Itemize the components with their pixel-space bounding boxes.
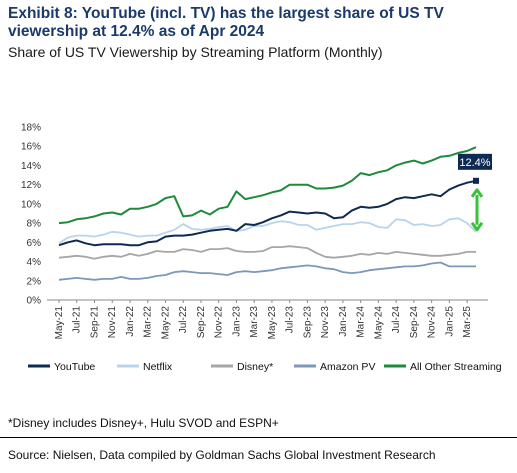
x-tick-label: Jul-21 bbox=[72, 306, 83, 334]
x-tick-label: Jul-22 bbox=[178, 306, 189, 334]
annotation-marker bbox=[473, 177, 479, 184]
legend-label-other: All Other Streaming bbox=[410, 361, 502, 373]
footnote: *Disney includes Disney+, Hulu SVOD and … bbox=[8, 416, 279, 430]
source-note: Source: Nielsen, Data compiled by Goldma… bbox=[8, 448, 436, 462]
y-tick-label: 8% bbox=[27, 219, 42, 230]
series-line-youtube bbox=[58, 179, 477, 247]
x-tick-label: Sep-22 bbox=[196, 306, 207, 339]
x-tick-label: Jul-24 bbox=[391, 306, 402, 334]
y-tick-label: 6% bbox=[27, 238, 42, 249]
legend-label-netflix: Netflix bbox=[143, 361, 173, 373]
legend-label-youtube: YouTube bbox=[54, 361, 95, 373]
x-tick-label: May-22 bbox=[160, 306, 171, 340]
series-line-netflix bbox=[58, 217, 477, 245]
legend-label-amazon: Amazon PV bbox=[320, 361, 375, 373]
x-tick-label: May-21 bbox=[54, 306, 65, 340]
y-tick-label: 16% bbox=[21, 142, 41, 153]
x-tick-label: Nov-24 bbox=[427, 306, 438, 339]
x-tick-label: Jul-23 bbox=[285, 306, 296, 334]
exhibit-title: Exhibit 8: YouTube (incl. TV) has the la… bbox=[8, 5, 444, 40]
x-tick-label: Mar-22 bbox=[143, 306, 154, 338]
y-tick-label: 18% bbox=[21, 123, 41, 134]
x-tick-label: Mar-24 bbox=[356, 306, 367, 338]
x-tick-label: Sep-23 bbox=[302, 306, 313, 339]
series-line-disney bbox=[58, 245, 476, 260]
x-tick-label: Jan-23 bbox=[231, 306, 242, 337]
x-tick-label: Sep-24 bbox=[409, 306, 420, 339]
difference-arrow-head-bottom bbox=[470, 221, 484, 232]
legend-label-disney: Disney* bbox=[237, 361, 273, 373]
y-tick-label: 10% bbox=[21, 199, 41, 210]
x-tick-label: Nov-21 bbox=[107, 306, 118, 339]
x-tick-label: Nov-22 bbox=[214, 306, 225, 339]
series-line-other bbox=[58, 146, 477, 225]
chart-subtitle: Share of US TV Viewership by Streaming P… bbox=[8, 44, 383, 60]
series-line-amazon bbox=[58, 261, 476, 281]
x-tick-label: Nov-23 bbox=[320, 306, 331, 339]
x-tick-label: Mar-25 bbox=[462, 306, 473, 338]
annotation-label: 12.4% bbox=[459, 157, 490, 169]
x-tick-label: Jan-24 bbox=[338, 306, 349, 337]
x-tick-label: Jan-22 bbox=[125, 306, 136, 337]
divider bbox=[0, 437, 517, 438]
y-tick-label: 12% bbox=[21, 180, 41, 191]
difference-arrow-head-top bbox=[470, 188, 484, 198]
y-tick-label: 4% bbox=[27, 257, 42, 268]
line-chart: 0% 2% 4% 6% 8% 10% 12% 14% 16% 18% May-21 Jul-21 Sep… bbox=[21, 123, 502, 374]
annotation-box bbox=[458, 153, 492, 170]
x-tick-label: May-24 bbox=[373, 306, 384, 340]
x-tick-label: Jan-25 bbox=[444, 306, 455, 337]
y-tick-label: 14% bbox=[21, 161, 41, 172]
x-tick-label: Sep-21 bbox=[89, 306, 100, 339]
y-tick-label: 2% bbox=[27, 276, 42, 287]
y-tick-label: 0% bbox=[27, 296, 42, 307]
x-tick-label: Mar-23 bbox=[249, 306, 260, 338]
x-tick-label: May-23 bbox=[267, 306, 278, 340]
